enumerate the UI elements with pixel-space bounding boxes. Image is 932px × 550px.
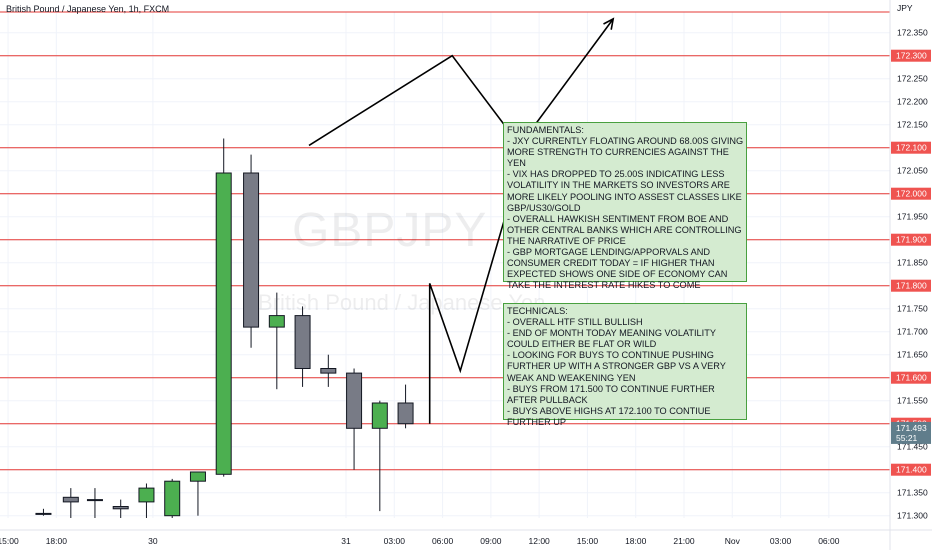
candle-body <box>164 480 181 517</box>
chart-header: British Pound / Japanese Yen, 1h, FXCM <box>6 4 170 14</box>
candle-body <box>397 402 414 425</box>
y-tick-label: 172.050 <box>897 166 928 176</box>
x-tick-label: Nov <box>725 536 741 546</box>
candle-body <box>294 315 311 370</box>
x-tick-label: 09:00 <box>480 536 502 546</box>
level-tag-label: 171.900 <box>896 235 927 245</box>
x-tick-label: 18:00 <box>46 536 68 546</box>
level-tag-bg <box>891 187 931 200</box>
candle-body <box>371 402 388 429</box>
price-tags: 172.300 172.100 172.000 171.900 171.800 171.6… <box>891 49 931 476</box>
level-tag-bg <box>891 371 931 384</box>
x-tick-label: 03:00 <box>770 536 792 546</box>
candle-body <box>346 372 363 429</box>
level-tag-bg <box>891 141 931 154</box>
x-tick-label: 30 <box>148 536 158 546</box>
candle-body <box>62 496 79 503</box>
x-tick-label: 15:00 <box>577 536 599 546</box>
candle-body <box>320 368 337 374</box>
candles <box>35 138 414 518</box>
candle-body <box>215 172 232 475</box>
chart-grid <box>0 12 890 518</box>
x-tick-label: 12:00 <box>529 536 551 546</box>
x-tick-label: 18:00 <box>625 536 647 546</box>
watermark-symbol: GBPJPY <box>292 204 488 257</box>
level-tag-label: 172.300 <box>896 51 927 61</box>
level-tag-label: 171.400 <box>896 465 927 475</box>
x-tick-label: 31 <box>341 536 351 546</box>
level-tag-label: 171.800 <box>896 281 927 291</box>
arrow-path-lower <box>428 149 526 424</box>
level-tag-bg <box>891 49 931 62</box>
y-tick-label: 171.450 <box>897 442 928 452</box>
technicals-note[interactable]: TECHNICALS: - OVERALL HTF STILL BULLISH … <box>503 303 747 427</box>
arrow-path-upper <box>308 18 614 147</box>
y-tick-label: 171.650 <box>897 350 928 360</box>
level-tag-label: 171.600 <box>896 373 927 383</box>
level-tag-label: 172.100 <box>896 143 927 153</box>
watermark-name: British Pound / Japanese Yen <box>258 290 546 315</box>
candle-body <box>243 172 260 328</box>
y-tick-label: 172.250 <box>897 74 928 84</box>
x-tick-label: 21:00 <box>673 536 695 546</box>
level-tag-bg <box>891 463 931 476</box>
x-tick-label: 06:00 <box>818 536 840 546</box>
arrow-path-upper-head <box>603 17 615 30</box>
x-tick-label: 06:00 <box>432 536 454 546</box>
current-price-tag <box>891 421 931 444</box>
currency-label: JPY <box>897 3 913 13</box>
fundamentals-note[interactable]: FUNDAMENTALS: - JXY CURRENTLY FLOATING A… <box>503 122 747 290</box>
y-tick-label: 171.750 <box>897 304 928 314</box>
y-tick-label: 172.350 <box>897 28 928 38</box>
y-tick-label: 171.850 <box>897 258 928 268</box>
candle-body <box>86 499 103 502</box>
y-tick-label: 171.350 <box>897 488 928 498</box>
y-tick-label: 171.700 <box>897 327 928 337</box>
y-tick-label: 171.300 <box>897 511 928 521</box>
y-tick-label: 172.200 <box>897 97 928 107</box>
candle-body <box>35 512 52 515</box>
current-price-label: 171.493 <box>896 423 927 433</box>
y-tick-label: 171.550 <box>897 396 928 406</box>
y-tick-label: 172.150 <box>897 120 928 130</box>
candle-body <box>189 471 206 482</box>
y-tick-label: 171.950 <box>897 212 928 222</box>
candle-body <box>112 506 129 510</box>
x-tick-label: 03:00 <box>384 536 406 546</box>
x-tick-label: 15:00 <box>0 536 19 546</box>
level-tag-bg <box>891 279 931 292</box>
level-tag-bg <box>891 233 931 246</box>
level-tag-label: 172.000 <box>896 189 927 199</box>
countdown-label: 55:21 <box>896 433 918 443</box>
candle-body <box>268 315 285 328</box>
candle-body <box>138 487 155 503</box>
